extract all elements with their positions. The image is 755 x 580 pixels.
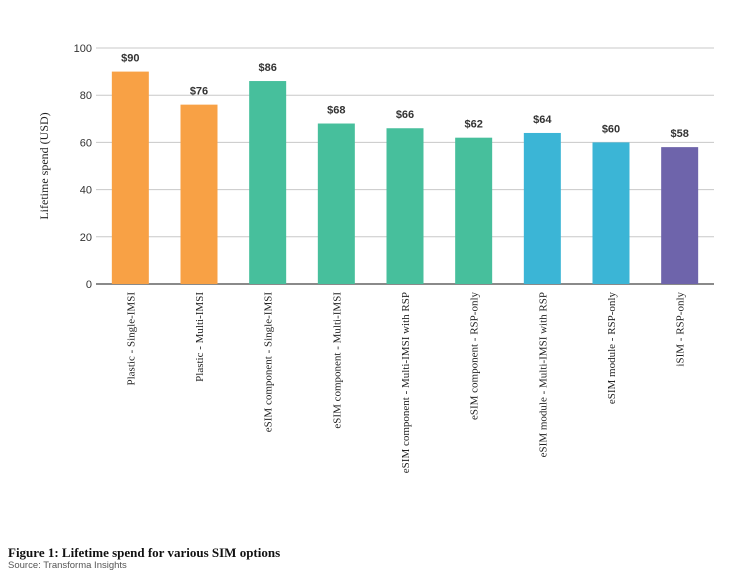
data-label: $76	[190, 86, 208, 98]
x-tick-label: iSIM - RSP-only	[675, 292, 687, 367]
bar	[455, 137, 493, 284]
bar-chart: 0 20 40 60 80 100 $90 $76 $86 $68 $66 $62 $64 $60 $58…	[37, 43, 714, 474]
data-label: $58	[670, 128, 688, 140]
data-label: $66	[396, 109, 414, 121]
data-label: $64	[533, 114, 552, 126]
x-tick-label: eSIM component - Single-IMSI	[263, 292, 275, 433]
y-tick-label: 100	[74, 43, 92, 55]
bar	[180, 104, 218, 284]
y-tick-label: 60	[80, 137, 92, 149]
bar	[661, 147, 699, 284]
x-axis-labels: Plastic - Single-IMSI Plastic - Multi-IMS…	[125, 292, 686, 474]
x-tick-label: Plastic - Single-IMSI	[125, 292, 137, 386]
y-axis-ticks: 0 20 40 60 80 100	[74, 43, 92, 291]
data-label: $60	[602, 123, 620, 135]
bars	[111, 71, 699, 285]
bar	[249, 81, 287, 284]
data-label: $62	[464, 119, 482, 131]
y-tick-label: 0	[86, 279, 92, 291]
x-tick-label: eSIM component - Multi-IMSI	[331, 292, 343, 429]
bar	[317, 123, 355, 285]
data-label: $68	[327, 105, 345, 117]
bar	[523, 132, 561, 284]
x-tick-label: eSIM component - RSP-only	[469, 292, 481, 421]
data-label: $86	[258, 62, 276, 74]
y-tick-label: 80	[80, 90, 92, 102]
data-label: $90	[121, 53, 139, 65]
y-tick-label: 20	[80, 232, 92, 244]
y-tick-label: 40	[80, 185, 92, 197]
figure-source: Source: Transforma Insights	[8, 560, 127, 571]
x-tick-label: eSIM component - Multi-IMSI with RSP	[400, 292, 412, 473]
x-tick-label: eSIM module - Multi-IMSI with RSP	[537, 292, 549, 457]
bar	[592, 142, 630, 284]
data-labels: $90 $76 $86 $68 $66 $62 $64 $60 $58	[121, 53, 689, 141]
y-axis-title: Lifetime spend (USD)	[37, 112, 51, 219]
figure-caption: Figure 1: Lifetime spend for various SIM…	[8, 545, 281, 560]
bar	[386, 128, 424, 284]
x-tick-label: eSIM module - RSP-only	[606, 292, 618, 405]
x-tick-label: Plastic - Multi-IMSI	[194, 292, 206, 382]
bar	[111, 71, 149, 284]
